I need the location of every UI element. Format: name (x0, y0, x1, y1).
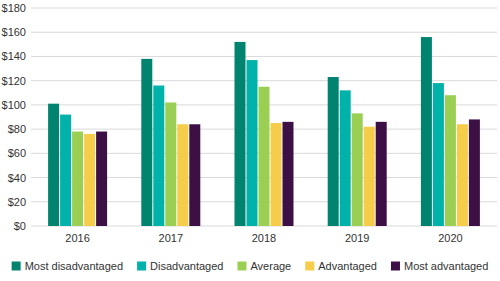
grid-line (31, 8, 497, 9)
legend-swatch (305, 262, 314, 271)
legend: Most disadvantaged Disadvantaged Average Ad… (12, 260, 489, 272)
y-tick-label: $20 (8, 196, 26, 208)
bar (271, 123, 282, 226)
bar (445, 95, 456, 226)
y-tick-label: $120 (2, 75, 26, 87)
y-tick-label: $0 (14, 220, 26, 232)
bar (433, 83, 444, 226)
bar (328, 77, 339, 226)
bars (48, 37, 480, 226)
bar (153, 86, 164, 226)
x-tick-label: 2016 (65, 232, 89, 244)
bar (48, 104, 59, 226)
bar (141, 59, 152, 226)
y-tick-label: $100 (2, 99, 26, 111)
bar (96, 132, 107, 226)
bar (457, 124, 468, 226)
y-tick-label: $160 (2, 26, 26, 38)
legend-swatch (137, 262, 146, 271)
bar (72, 132, 83, 226)
x-tick-label: 2019 (345, 232, 369, 244)
bar (84, 134, 95, 226)
bar (283, 122, 294, 226)
bar (340, 90, 351, 226)
legend-label: Advantaged (318, 260, 377, 272)
bar (189, 124, 200, 226)
bar (352, 113, 363, 226)
bar (177, 124, 188, 226)
bar (469, 119, 480, 226)
bar (60, 115, 71, 226)
legend-label: Most disadvantaged (25, 260, 123, 272)
grid-line (31, 32, 497, 33)
x-tick-label: 2017 (159, 232, 183, 244)
y-tick-label: $140 (2, 50, 26, 62)
x-tick-label: 2018 (252, 232, 276, 244)
y-tick-label: $60 (8, 147, 26, 159)
chart: $0 $20 $40 $60 $80 $100 $120 $140 $160 $180 2016 20… (0, 0, 500, 281)
bar (165, 102, 176, 226)
legend-swatch (391, 262, 400, 271)
x-tick-label: 2020 (438, 232, 462, 244)
legend-label: Average (250, 260, 291, 272)
bar (259, 87, 270, 226)
bar (247, 60, 258, 226)
legend-swatch (12, 262, 21, 271)
bar (364, 127, 375, 226)
y-tick-label: $180 (2, 2, 26, 14)
y-tick-label: $80 (8, 123, 26, 135)
legend-label: Most advantaged (404, 260, 488, 272)
y-tick-label: $40 (8, 172, 26, 184)
bar (421, 37, 432, 226)
legend-label: Disadvantaged (150, 260, 223, 272)
grid (31, 8, 497, 226)
bar (235, 42, 246, 226)
bar (376, 122, 387, 226)
legend-swatch (237, 262, 246, 271)
